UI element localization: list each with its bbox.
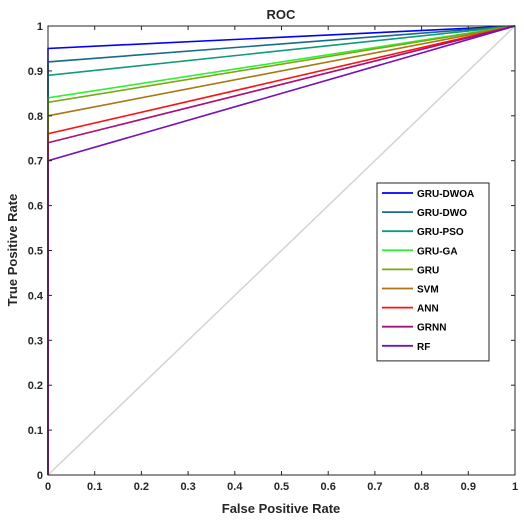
- x-tick-label: 0.3: [180, 481, 195, 493]
- y-tick-label: 0.3: [28, 335, 43, 347]
- x-tick-label: 0.5: [274, 481, 289, 493]
- x-tick-label: 0.7: [367, 481, 382, 493]
- y-tick-label: 0.4: [28, 290, 44, 302]
- chart-title: ROC: [267, 7, 297, 22]
- legend-label-gru: GRU: [417, 265, 439, 276]
- y-tick-label: 0.2: [28, 380, 43, 392]
- x-tick-label: 0.2: [134, 481, 149, 493]
- y-tick-label: 1: [37, 21, 43, 33]
- legend-label-gru-dwoa: GRU-DWOA: [417, 189, 474, 200]
- x-tick-label: 0.6: [321, 481, 336, 493]
- x-tick-label: 0.4: [227, 481, 243, 493]
- x-tick-label: 0: [45, 481, 51, 493]
- reference-layer: [47, 25, 516, 476]
- y-axis-label: True Positive Rate: [5, 194, 20, 307]
- y-tick-label: 0: [37, 470, 43, 482]
- legend: GRU-DWOA GRU-DWO GRU-PSO GRU-GA GRU SVM ANN GRN…: [376, 182, 490, 362]
- x-tick-label: 1: [512, 481, 518, 493]
- legend-label-grnn: GRNN: [417, 323, 446, 334]
- legend-label-rf: RF: [417, 342, 430, 353]
- x-tick-label: 0.8: [414, 481, 429, 493]
- x-tick-label: 0.1: [87, 481, 102, 493]
- y-tick-label: 0.5: [28, 246, 43, 258]
- axes-layer: 0 0.1 0.2 0.3 0.4 0.5 0.6 0.7 0.8 0.9 1 0 0.1 0.2 0.3 0…: [28, 21, 518, 493]
- legend-label-svm: SVM: [417, 285, 439, 296]
- y-tick-label: 0.7: [28, 156, 43, 168]
- legend-label-gru-pso: GRU-PSO: [417, 227, 464, 238]
- legend-label-gru-ga: GRU-GA: [417, 246, 458, 257]
- y-tick-label: 0.6: [28, 201, 43, 213]
- x-axis-label: False Positive Rate: [222, 501, 341, 516]
- legend-label-ann: ANN: [417, 304, 439, 315]
- reference-diagonal-line: [47, 25, 516, 476]
- y-tick-label: 0.9: [28, 66, 43, 78]
- x-tick-label: 0.9: [461, 481, 476, 493]
- legend-label-gru-dwo: GRU-DWO: [417, 208, 467, 219]
- y-tick-label: 0.1: [28, 425, 43, 437]
- y-tick-label: 0.8: [28, 111, 43, 123]
